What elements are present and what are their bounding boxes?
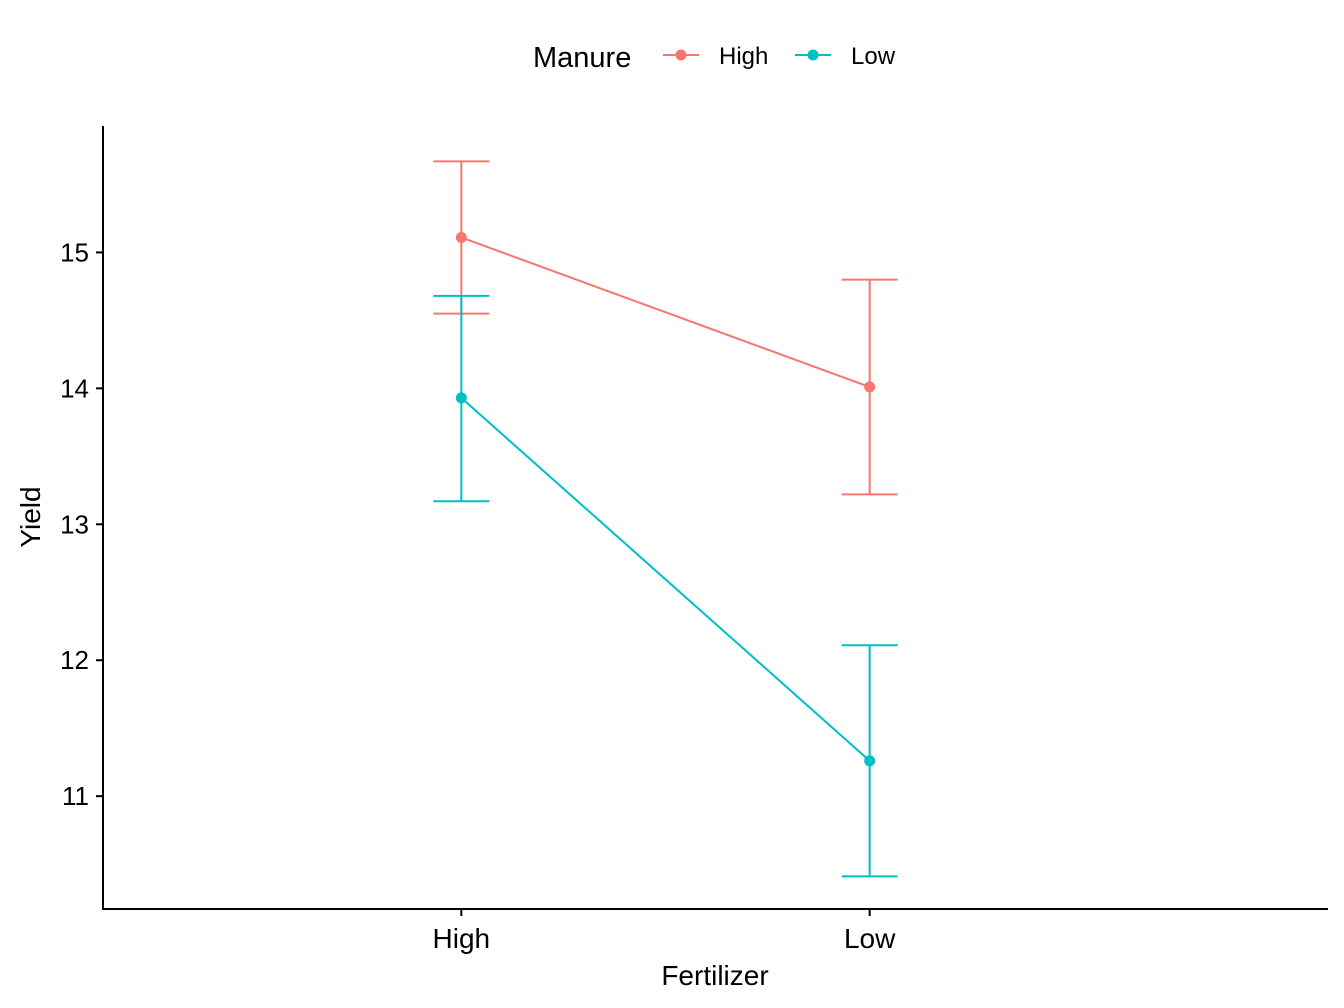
series-line <box>460 397 871 762</box>
series-low <box>433 294 898 878</box>
y-tick-label: 15 <box>60 237 89 267</box>
legend-item-high: High <box>663 43 768 70</box>
plot-area <box>433 160 898 878</box>
y-tick-label: 14 <box>60 373 89 403</box>
y-ticks: 11 12 13 14 15 <box>60 237 103 811</box>
legend-label: Low <box>851 43 896 70</box>
legend-key-point <box>675 49 687 61</box>
data-point <box>864 755 876 767</box>
data-point <box>455 231 467 243</box>
series-high <box>433 160 898 496</box>
legend-key-point <box>807 49 819 61</box>
data-point <box>455 392 467 404</box>
legend: Manure High Low <box>533 42 896 74</box>
x-tick-label: Low <box>844 923 896 954</box>
legend-items: High Low <box>663 43 896 70</box>
y-axis-title: Yield <box>15 486 46 547</box>
x-tick-label: High <box>433 923 491 954</box>
x-ticks: High Low <box>433 909 896 954</box>
y-tick-label: 12 <box>60 645 89 675</box>
legend-title: Manure <box>533 42 631 74</box>
axes: 11 12 13 14 15 High Low Fertilizer Yield <box>15 126 1328 991</box>
data-point <box>864 381 876 393</box>
legend-item-low: Low <box>795 43 896 70</box>
x-axis-title: Fertilizer <box>661 960 768 991</box>
y-tick-label: 11 <box>62 781 89 811</box>
series-line <box>460 236 871 388</box>
legend-label: High <box>719 43 768 70</box>
y-tick-label: 13 <box>60 509 89 539</box>
